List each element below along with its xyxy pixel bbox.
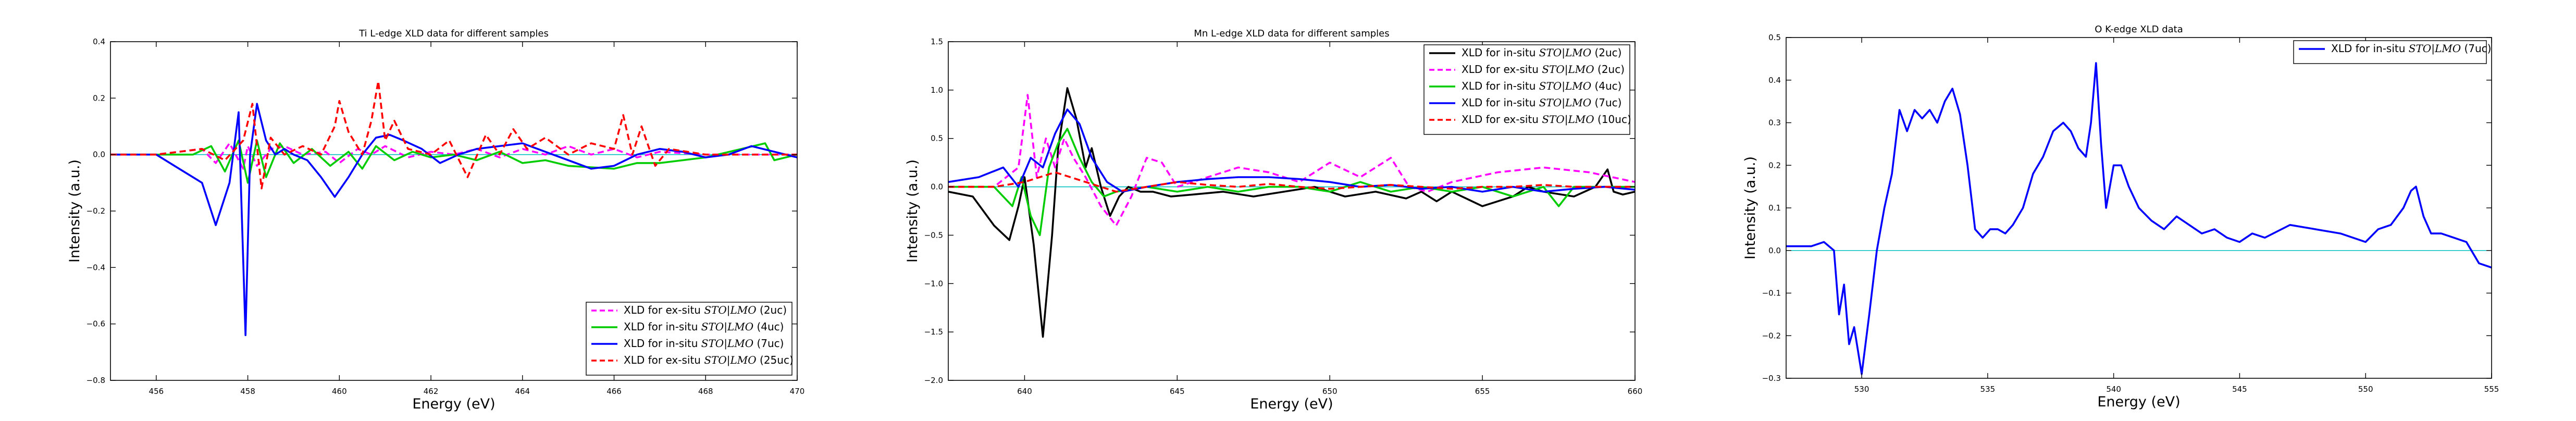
- y-tick-label: 0.0: [931, 182, 943, 192]
- legend-entry: XLD for in-situ STO|LMO (4uc): [1462, 80, 1621, 93]
- legend-entry: XLD for in-situ STO|LMO (7uc): [1462, 96, 1621, 109]
- chart-title: O K-edge XLD data: [2095, 24, 2183, 35]
- x-axis-label: Energy (eV): [412, 396, 495, 412]
- y-tick-label: −1.5: [924, 327, 943, 337]
- x-tick-label: 458: [240, 387, 255, 396]
- series-line-1: [1786, 62, 2492, 375]
- x-axis-label: Energy (eV): [1250, 396, 1333, 412]
- y-tick-label: −0.2: [1762, 331, 1781, 340]
- chart-title: Mn L-edge XLD data for different samples: [1194, 28, 1389, 39]
- y-tick-label: 0.1: [1768, 203, 1781, 213]
- x-tick-label: 650: [1322, 387, 1337, 396]
- x-tick-label: 530: [1854, 385, 1869, 394]
- y-axis-label: Intensity (a.u.): [1742, 156, 1758, 259]
- x-tick-label: 660: [1628, 387, 1643, 396]
- legend-entry: XLD for ex-situ STO|LMO (2uc): [624, 304, 787, 317]
- series-line-5: [948, 171, 1635, 193]
- y-tick-label: 0.0: [1768, 246, 1781, 255]
- y-tick-label: 0.2: [93, 93, 105, 103]
- x-tick-label: 464: [515, 387, 530, 396]
- y-tick-label: −1.0: [924, 279, 943, 288]
- y-tick-label: −2.0: [924, 376, 943, 385]
- legend-entry: XLD for ex-situ STO|LMO (2uc): [1462, 63, 1625, 76]
- legend: XLD for in-situ STO|LMO (2uc) XLD for ex-…: [1423, 44, 1631, 135]
- x-tick-label: 460: [332, 387, 347, 396]
- chart-2: Mn L-edge XLD data for different samples…: [905, 28, 1642, 412]
- legend-entry: XLD for in-situ STO|LMO (7uc): [2331, 42, 2491, 55]
- x-tick-label: 468: [698, 387, 713, 396]
- y-tick-label: 0.5: [1768, 33, 1781, 42]
- x-tick-label: 545: [2232, 385, 2247, 394]
- legend: XLD for in-situ STO|LMO (7uc): [2293, 40, 2491, 64]
- x-tick-label: 462: [424, 387, 439, 396]
- y-tick-label: 1.0: [931, 85, 943, 95]
- chart-3: O K-edge XLD data 530 535 540 545 550 555 −0.3 −…: [1742, 24, 2499, 410]
- y-axis-label: Intensity (a.u.): [67, 159, 83, 263]
- x-tick-label: 540: [2106, 385, 2121, 394]
- x-tick-label: 550: [2358, 385, 2373, 394]
- y-tick-label: 1.5: [931, 37, 943, 46]
- x-tick-label: 470: [790, 387, 805, 396]
- legend-entry: XLD for in-situ STO|LMO (4uc): [624, 320, 784, 333]
- y-tick-label: −0.3: [1762, 374, 1781, 383]
- x-tick-label: 535: [1980, 385, 1996, 394]
- x-tick-label: 640: [1017, 387, 1032, 396]
- legend-entry: XLD for ex-situ STO|LMO (25uc): [624, 354, 794, 367]
- plot-frame: [948, 41, 1636, 381]
- series-line-3: [948, 128, 1635, 237]
- series-line-4: [948, 108, 1635, 193]
- y-tick-label: 0.5: [931, 134, 943, 143]
- x-tick-label: 466: [606, 387, 622, 396]
- x-axis-label: Energy (eV): [2097, 394, 2180, 410]
- y-tick-label: −0.1: [1762, 289, 1781, 298]
- y-tick-label: −0.5: [924, 230, 943, 240]
- x-tick-label: 655: [1475, 387, 1490, 396]
- x-tick-label: 555: [2484, 385, 2499, 394]
- y-tick-label: 0.4: [93, 37, 105, 46]
- y-tick-label: 0.3: [1768, 118, 1781, 128]
- series-line-1: [110, 142, 797, 170]
- y-tick-label: −0.8: [86, 376, 105, 385]
- y-tick-label: −0.4: [86, 263, 105, 272]
- series-line-4: [110, 80, 797, 190]
- y-tick-label: 0.4: [1768, 76, 1781, 85]
- legend-entry: XLD for ex-situ STO|LMO (10uc): [1462, 113, 1631, 126]
- y-axis-label: Intensity (a.u.): [905, 159, 921, 263]
- x-tick-label: 645: [1170, 387, 1185, 396]
- x-tick-label: 456: [149, 387, 164, 396]
- series-line-3: [110, 103, 797, 337]
- y-tick-label: −0.6: [86, 319, 105, 329]
- y-tick-label: −0.2: [86, 206, 105, 216]
- chart-1: Ti L-edge XLD data for different samples…: [67, 28, 804, 412]
- y-tick-label: 0.2: [1768, 160, 1781, 170]
- legend-entry: XLD for in-situ STO|LMO (2uc): [1462, 46, 1621, 59]
- y-tick-label: 0.0: [93, 150, 105, 159]
- legend-entry: XLD for in-situ STO|LMO (7uc): [624, 337, 784, 350]
- series-line-1: [948, 87, 1635, 338]
- series-line-2: [948, 94, 1635, 227]
- chart-title: Ti L-edge XLD data for different samples: [358, 28, 549, 39]
- legend: XLD for ex-situ STO|LMO (2uc) XLD for in-…: [586, 302, 794, 376]
